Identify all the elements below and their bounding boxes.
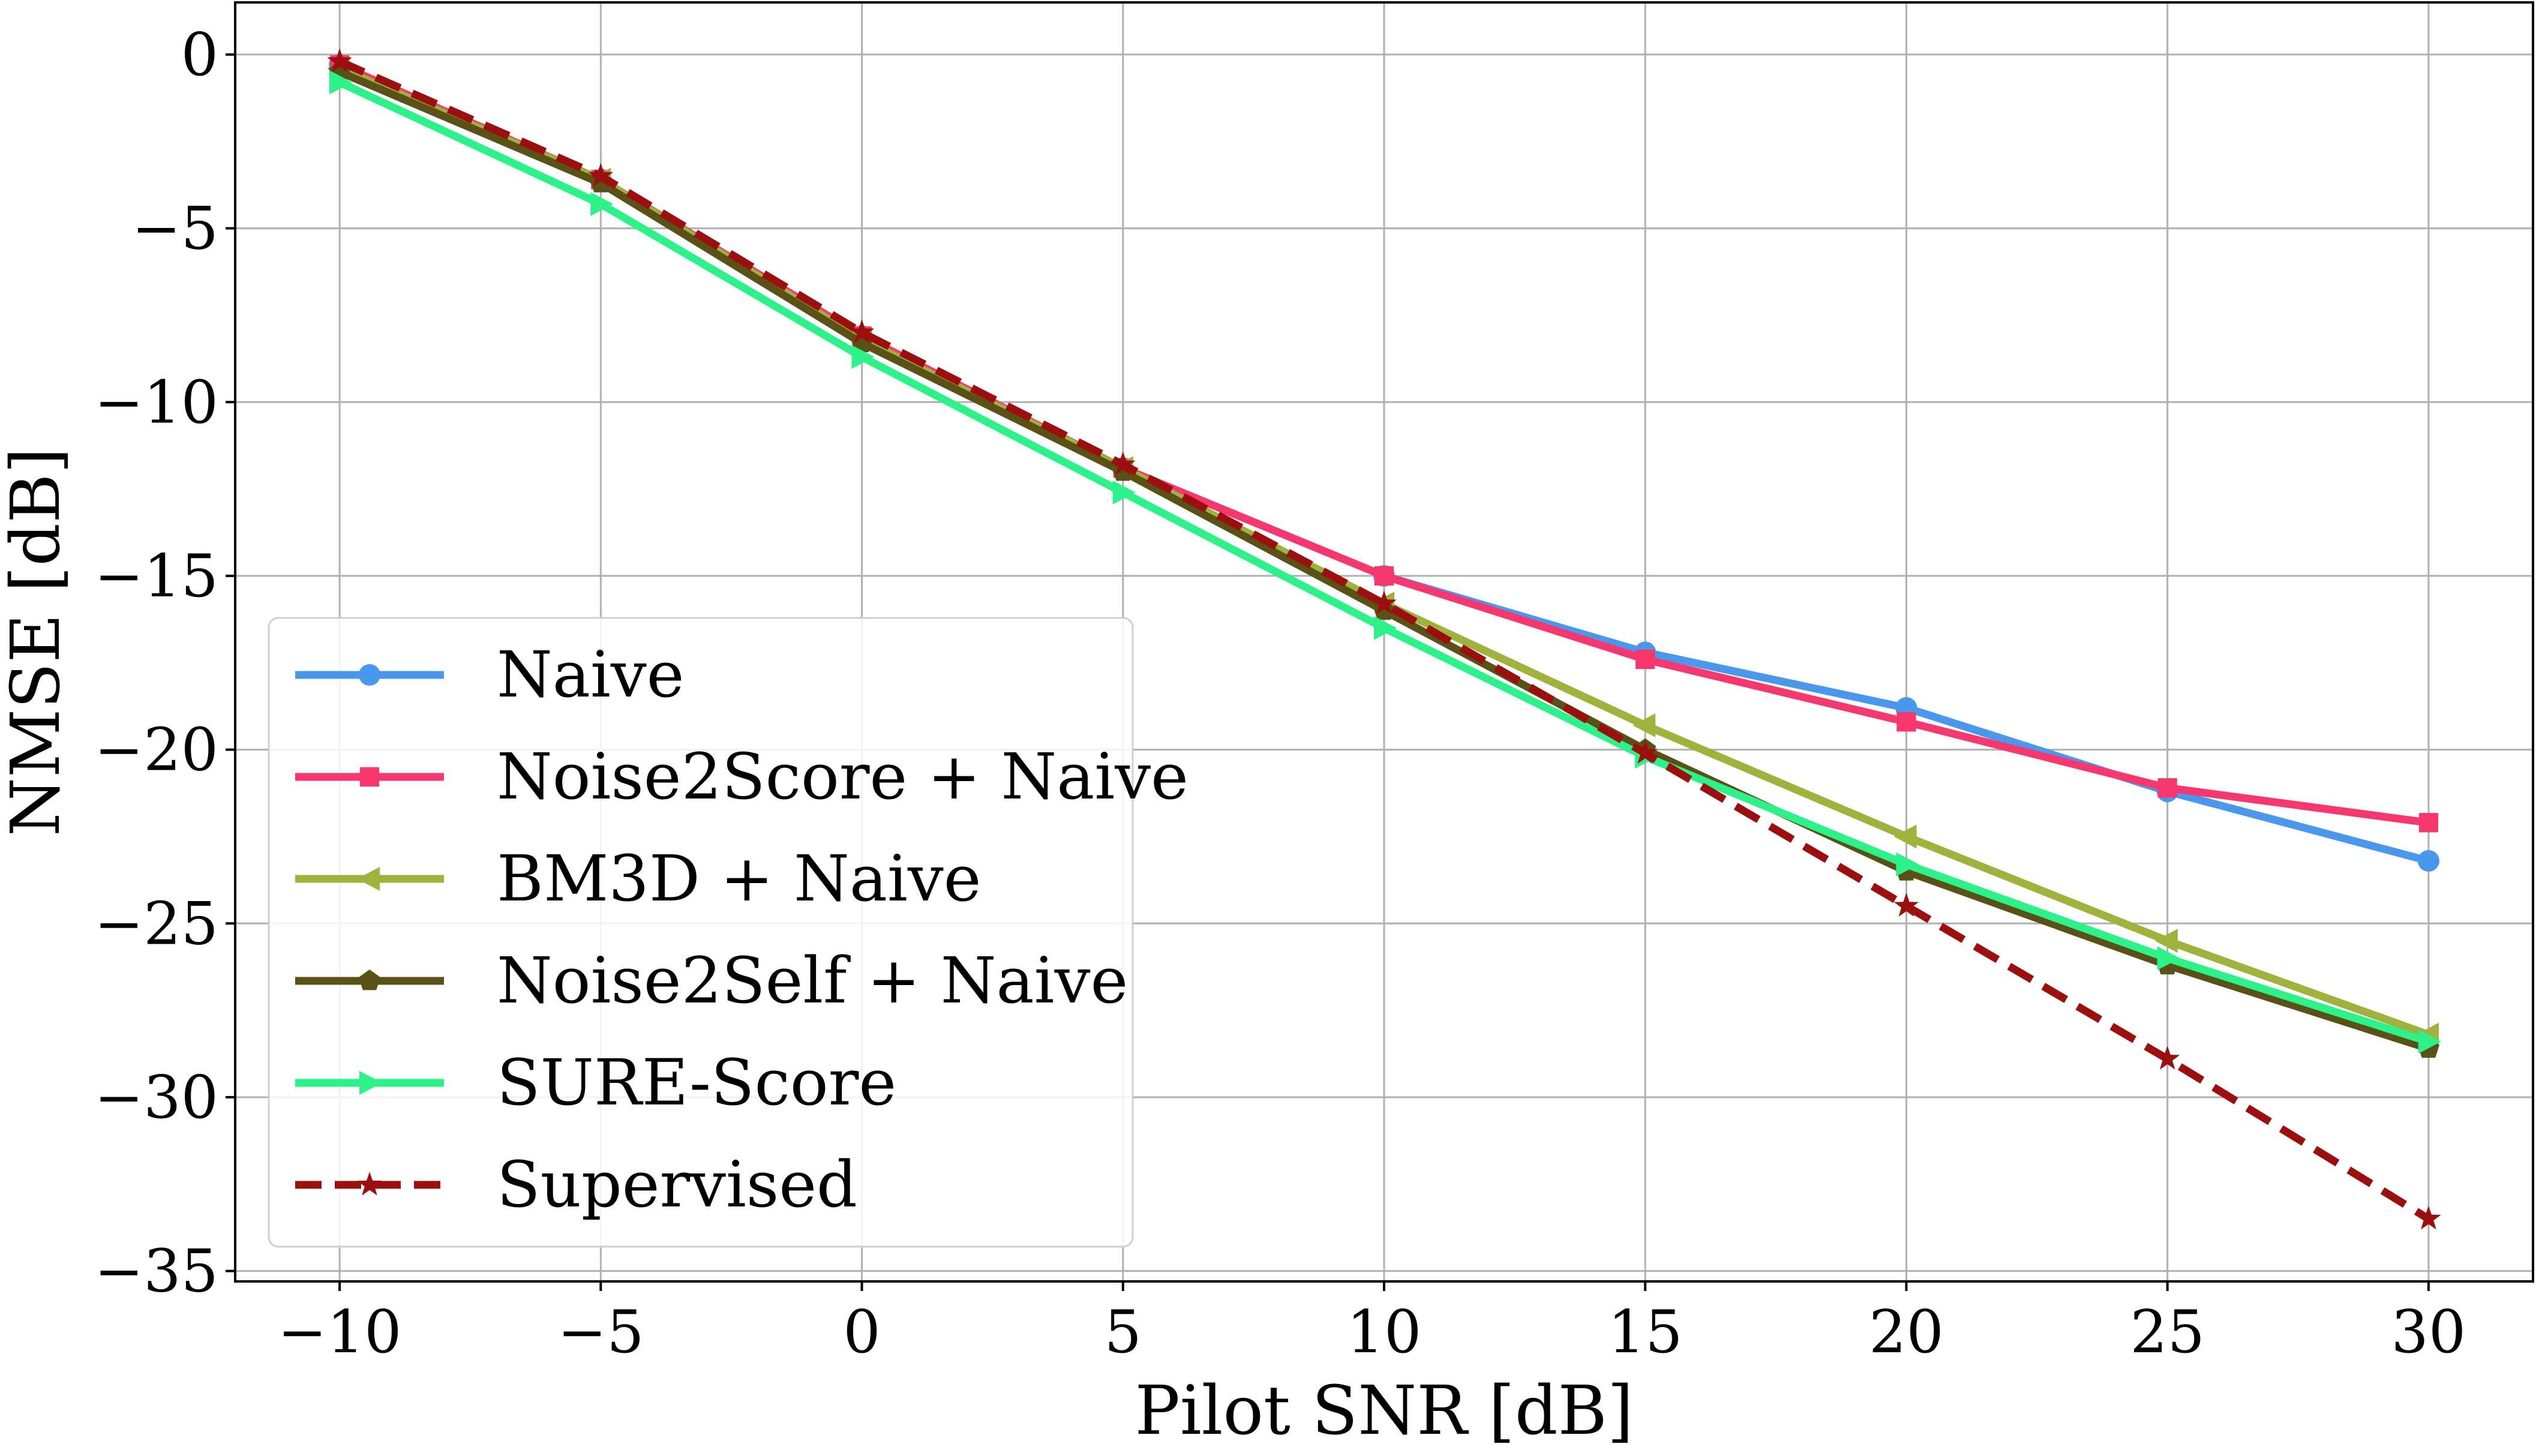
data-point-bm3d-naive: [2154, 929, 2178, 953]
y-tick-label: −30: [94, 1064, 218, 1132]
y-tick-label: −10: [94, 368, 218, 437]
series-group: [327, 48, 2441, 1230]
y-tick-label: −20: [94, 716, 218, 785]
legend-marker-bm3d-naive: [357, 867, 380, 891]
data-point-noise2score-naive: [1896, 712, 1916, 732]
data-point-sure-score: [2418, 1029, 2441, 1054]
x-tick-label: 5: [1105, 1298, 1142, 1367]
legend-item-naive: Naive: [295, 638, 684, 712]
x-tick-label: 15: [1608, 1298, 1683, 1367]
y-tick-label: −25: [94, 890, 218, 958]
data-point-sure-score: [851, 345, 875, 369]
data-point-noise2score-naive: [1374, 566, 1394, 586]
legend: Naive Noise2Score + Naive BM3D + Naive Nois…: [268, 617, 1189, 1248]
data-point-supervised: [1111, 451, 1136, 476]
x-tick-label: 25: [2130, 1298, 2205, 1367]
legend-marker-supervised: [357, 1172, 382, 1196]
y-tick-label: −35: [94, 1238, 218, 1306]
data-point-supervised: [2416, 1205, 2441, 1230]
legend-item-bm3d-naive: BM3D + Naive: [295, 842, 982, 915]
data-point-bm3d-naive: [1632, 713, 1656, 737]
legend-label-supervised: Supervised: [497, 1148, 857, 1221]
legend-marker-noise2self-naive: [358, 969, 381, 990]
data-point-naive: [2417, 849, 2439, 872]
legend-label-noise2self-naive: Noise2Self + Naive: [497, 944, 1128, 1017]
legend-item-noise2score-naive: Noise2Score + Naive: [295, 740, 1189, 813]
data-point-noise2score-naive: [1635, 649, 1655, 670]
data-point-noise2score-naive: [2157, 778, 2177, 798]
legend-marker-sure-score: [359, 1071, 382, 1095]
data-point-supervised: [588, 163, 614, 187]
legend-marker-naive: [358, 664, 381, 686]
legend-label-noise2score-naive: Noise2Score + Naive: [497, 740, 1189, 813]
series-supervised: [327, 48, 2441, 1230]
data-point-sure-score: [329, 70, 352, 95]
data-point-supervised: [1371, 590, 1397, 614]
legend-box: [268, 617, 1134, 1248]
data-point-sure-score: [1373, 616, 1397, 640]
x-tick-label: −10: [278, 1298, 402, 1367]
x-tick-label: 10: [1347, 1298, 1422, 1367]
data-point-sure-score: [2157, 946, 2180, 971]
legend-item-noise2self-naive: Noise2Self + Naive: [295, 944, 1128, 1017]
y-tick-label: 0: [181, 21, 218, 89]
x-tick-label: 0: [843, 1298, 880, 1367]
legend-marker-noise2score-naive: [359, 767, 380, 787]
legend-label-naive: Naive: [497, 638, 684, 712]
y-tick-label: −15: [94, 542, 218, 611]
legend-label-bm3d-naive: BM3D + Naive: [497, 842, 982, 915]
x-tick-label: 30: [2391, 1298, 2466, 1367]
x-axis-label: Pilot SNR [dB]: [1135, 1372, 1633, 1450]
series-line-supervised: [338, 58, 2431, 1223]
y-tick-label: −5: [132, 195, 218, 263]
data-point-supervised: [1632, 740, 1658, 764]
data-point-supervised: [2154, 1046, 2180, 1070]
data-point-supervised: [849, 319, 875, 344]
x-tick-label: −5: [557, 1298, 644, 1367]
data-point-supervised: [1893, 893, 1919, 917]
legend-item-sure-score: SURE-Score: [295, 1046, 896, 1119]
data-point-sure-score: [1896, 852, 1919, 876]
data-point-sure-score: [590, 192, 614, 216]
legend-item-supervised: Supervised: [295, 1148, 857, 1221]
data-point-supervised: [327, 48, 352, 73]
data-point-bm3d-naive: [1893, 824, 1917, 849]
legend-label-sure-score: SURE-Score: [497, 1046, 896, 1119]
data-point-sure-score: [1112, 480, 1136, 505]
y-axis-label: NMSE [dB]: [0, 448, 75, 836]
data-point-noise2score-naive: [2418, 813, 2439, 833]
x-tick-label: 20: [1869, 1298, 1944, 1367]
axis-ticks: −10 −5 0 5 10 15 20 25 30 0 −5 −10 −15 −20 −25 −30 −35: [94, 21, 2466, 1367]
